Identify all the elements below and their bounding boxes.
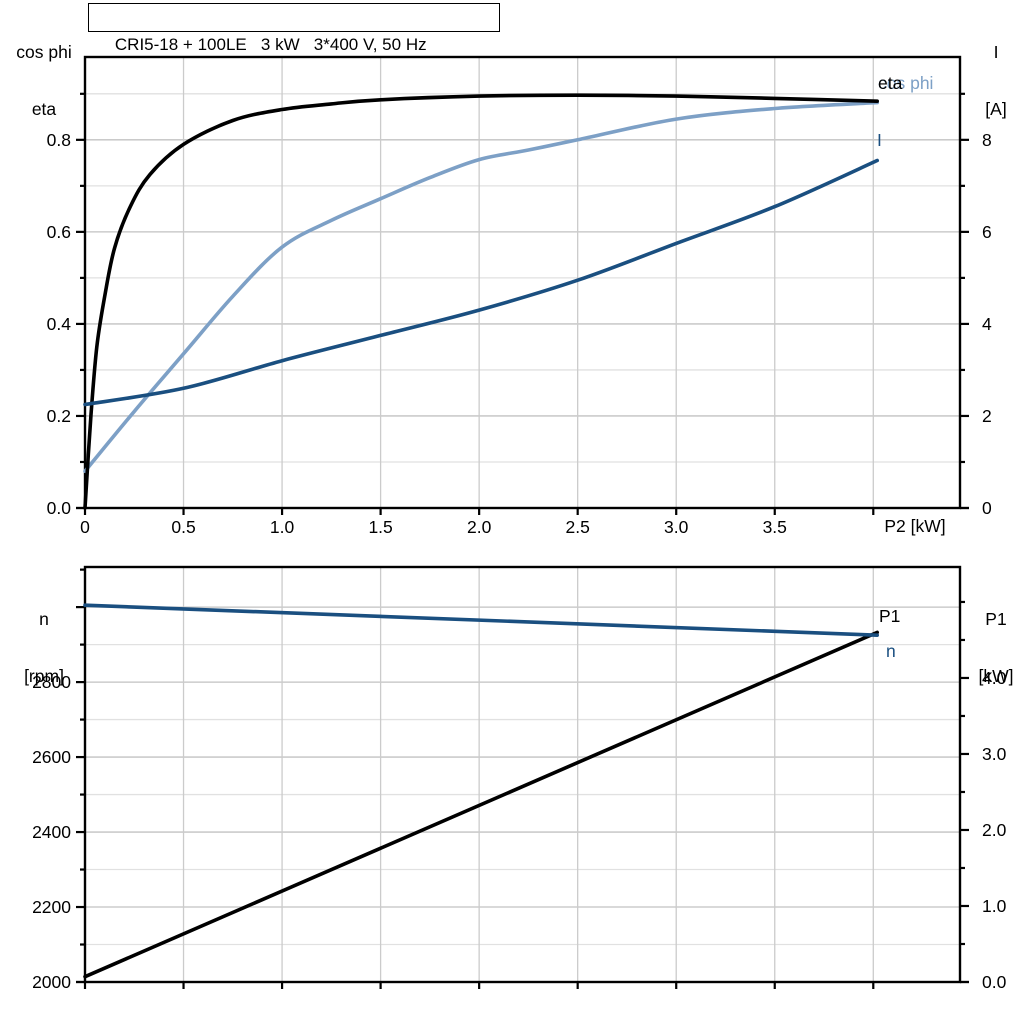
current-axis-label: I bbox=[993, 42, 999, 62]
cos-phi-curve bbox=[83, 100, 879, 473]
top-right-axis-title: I [A] bbox=[972, 5, 1020, 157]
n-curve bbox=[83, 603, 879, 637]
y-left-tick-label: 0.8 bbox=[47, 130, 71, 150]
x-tick-label: 2.0 bbox=[467, 517, 492, 537]
y-right-tick-label: 6 bbox=[982, 222, 992, 242]
y-right-tick-label: 8 bbox=[982, 130, 992, 150]
p1-curve-label: P1 bbox=[879, 606, 901, 626]
eta-curve bbox=[83, 93, 879, 510]
plot-frame bbox=[83, 55, 962, 510]
p1-curve bbox=[83, 630, 879, 979]
plot-frame bbox=[83, 565, 962, 984]
y-left-tick-label: 2800 bbox=[32, 672, 71, 692]
x-axis-title: P2 [kW] bbox=[884, 516, 946, 536]
y-left-tick-label: 0.2 bbox=[47, 406, 71, 426]
x-tick-label: 3.5 bbox=[763, 517, 787, 537]
speed-axis-label: n bbox=[39, 609, 49, 629]
speed-axis-unit: [rpm] bbox=[24, 666, 64, 686]
p1-axis-unit: [kW] bbox=[978, 666, 1014, 686]
y-right-tick-label: 2.0 bbox=[982, 820, 1007, 840]
y-right-tick-label: 3.0 bbox=[982, 744, 1007, 764]
x-tick-label: 0.5 bbox=[171, 517, 195, 537]
x-tick-label: 3.0 bbox=[664, 517, 689, 537]
n-curve-label: n bbox=[886, 641, 896, 661]
y-right-tick-label: 4 bbox=[982, 314, 992, 334]
bottom-right-axis-title: P1 [kW] bbox=[970, 572, 1022, 724]
x-tick-label: 1.5 bbox=[368, 517, 392, 537]
y-left-tick-label: 0.0 bbox=[47, 498, 72, 518]
current-curve-label: I bbox=[877, 130, 882, 150]
y-left-tick-label: 0.6 bbox=[47, 222, 71, 242]
i-curve bbox=[83, 158, 879, 407]
y-left-tick-label: 2400 bbox=[32, 822, 71, 842]
chart-title-box: CRI5-18 + 100LE 3 kW 3*400 V, 50 Hz bbox=[88, 3, 500, 54]
chart-title: CRI5-18 + 100LE 3 kW 3*400 V, 50 Hz bbox=[114, 35, 427, 54]
y-right-tick-label: 2 bbox=[982, 406, 992, 426]
p1-axis-label: P1 bbox=[985, 609, 1007, 629]
x-tick-label: 1.0 bbox=[270, 517, 295, 537]
current-axis-unit: [A] bbox=[985, 99, 1007, 119]
y-left-tick-label: 2200 bbox=[32, 897, 71, 917]
y-left-tick-label: 0.4 bbox=[47, 314, 72, 334]
x-tick-label: 2.5 bbox=[566, 517, 590, 537]
y-left-tick-label: 2000 bbox=[32, 972, 71, 992]
y-right-tick-label: 4.0 bbox=[982, 668, 1007, 688]
cos-phi-curve-label: cos phi bbox=[878, 73, 934, 93]
y-left-tick-label: 2600 bbox=[32, 747, 71, 767]
y-right-tick-label: 1.0 bbox=[982, 896, 1007, 916]
y-right-tick-label: 0 bbox=[982, 498, 992, 518]
y-right-tick-label: 0.0 bbox=[982, 972, 1007, 992]
eta-curve-label: eta bbox=[878, 73, 903, 93]
bottom-left-axis-title: n [rpm] bbox=[8, 572, 80, 724]
top-left-axis-title: cos phi eta bbox=[8, 5, 80, 157]
x-tick-label: 0 bbox=[80, 517, 90, 537]
eta-axis-label: eta bbox=[31, 99, 57, 119]
cos-phi-axis-label: cos phi bbox=[16, 42, 72, 62]
